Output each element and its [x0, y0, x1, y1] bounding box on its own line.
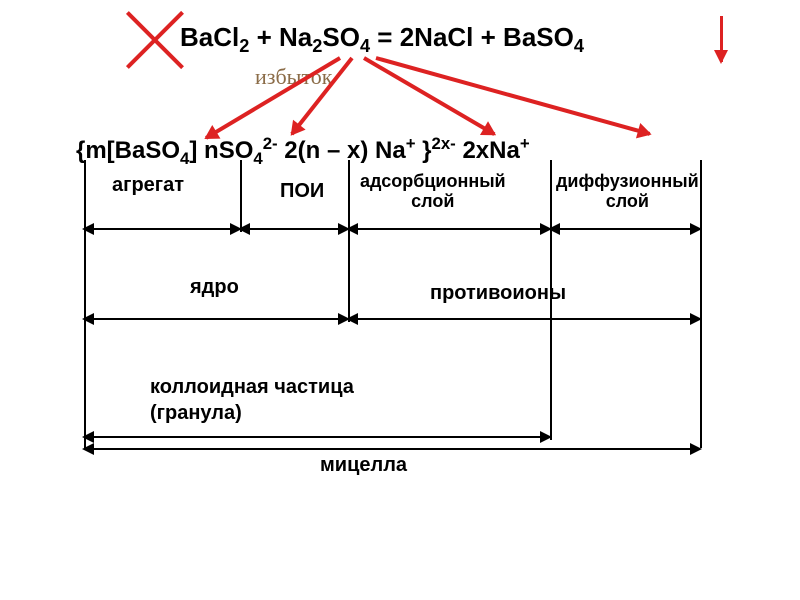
micelle-formula: {m[BaSO4] nSO42- 2(n – x) Na+ }2x- 2xNa+: [76, 134, 530, 169]
tick-1: [240, 160, 242, 232]
label-adsorption-layer: адсорбционныйслой: [360, 172, 506, 212]
dim-row1-0: [84, 228, 240, 230]
dim-row2-0: [84, 318, 348, 320]
dim-row1-2: [348, 228, 550, 230]
label-core: ядро: [190, 276, 239, 299]
dim-row2-1: [348, 318, 700, 320]
tick-2: [348, 160, 350, 322]
dim-row1-1: [240, 228, 348, 230]
label-micelle: мицелла: [320, 454, 407, 477]
tick-3: [550, 160, 552, 440]
label-granule-line1: коллоидная частица: [150, 376, 354, 399]
label-poi: ПОИ: [280, 180, 324, 203]
precipitate-down-arrow: [720, 16, 723, 62]
equation: BaCl2 + Na2SO4 = 2NaCl + BaSO4: [180, 22, 584, 57]
label-diffusion-layer: диффузионныйслой: [556, 172, 699, 212]
diagram-stage: BaCl2 + Na2SO4 = 2NaCl + BaSO4избыток{m[…: [0, 0, 800, 600]
dim-row1-3: [550, 228, 700, 230]
tick-4: [700, 160, 702, 448]
label-counterions: противоионы: [430, 282, 566, 305]
label-aggregate: агрегат: [112, 174, 184, 197]
red-arrow-2: [363, 56, 495, 135]
label-granule-line2: (гранула): [150, 402, 242, 425]
red-arrow-3: [375, 56, 650, 136]
dim-row4-0: [84, 448, 700, 450]
dim-row3-0: [84, 436, 550, 438]
tick-0: [84, 160, 86, 448]
